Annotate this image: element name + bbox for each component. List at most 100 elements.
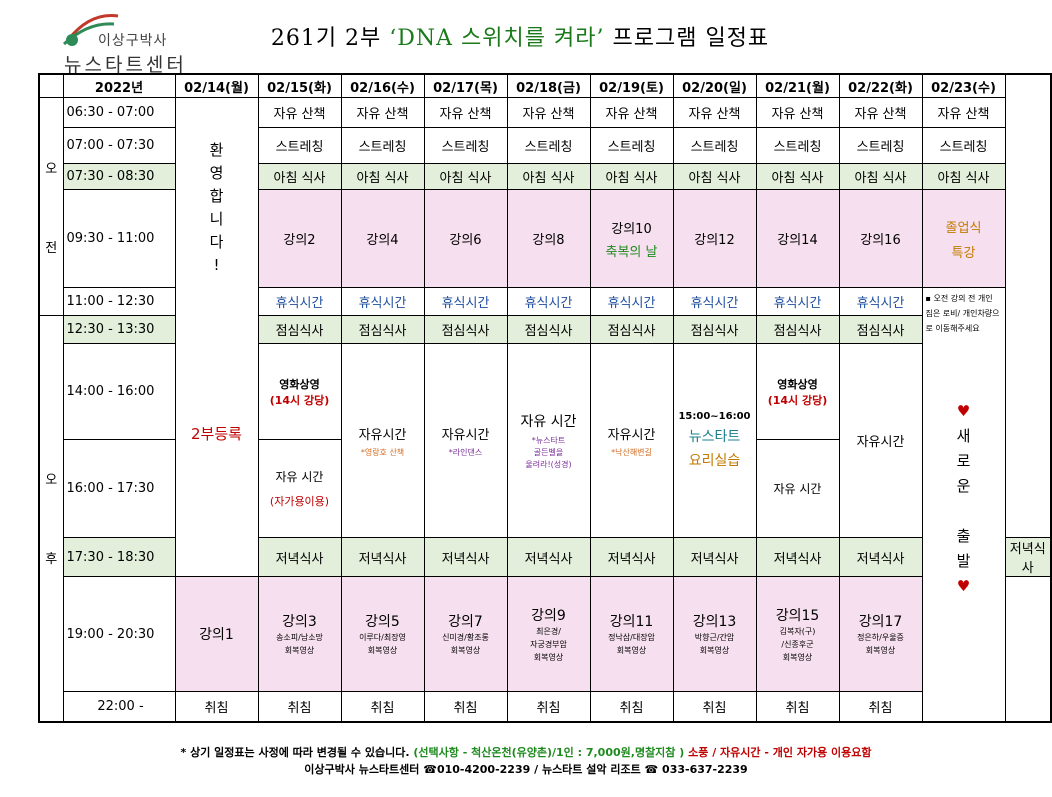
row-rest: 11:00 - 12:30 휴식시간 휴식시간 휴식시간 휴식시간 휴식시간 휴… [39, 287, 1051, 722]
dinner-cell: 저녁식사 [506, 537, 591, 577]
header-row: 2022년 02/14(월) 02/15(화) 02/16(수) 02/17(목… [38, 73, 1051, 98]
walk-cell: 자유 산책 [423, 97, 508, 128]
date-4: 02/18(금) [506, 73, 591, 98]
rest-cell: 휴식시간 [257, 287, 342, 316]
time-1230: 12:30 - 13:30 [62, 315, 176, 344]
time-1600: 16:00 - 17:30 [62, 439, 176, 538]
center-logo: 이상구박사 뉴스타트센터 [60, 10, 210, 76]
title-quote: ‘DNA 스위치를 켜라’ [389, 26, 605, 51]
free-time-cell: 자유 시간 (자가용이용) [257, 439, 342, 538]
date-2: 02/16(수) [340, 73, 425, 98]
lecture-cell: 강의7 신미경/황조롱 회복영상 [423, 576, 508, 692]
footer-line2: 이상구박사 뉴스타트센터 ☎010-4200-2239 / 뉴스타트 설악 리조… [304, 763, 748, 776]
walk-cell: 자유 산책 [506, 97, 591, 128]
lecture-cell: 강의2 [257, 189, 342, 288]
breakfast-cell: 아침 식사 [755, 163, 840, 190]
stretch-cell: 스트레칭 [672, 127, 757, 164]
date-1: 02/15(화) [257, 73, 342, 98]
time-1400: 14:00 - 16:00 [62, 343, 176, 440]
lecture-cell: 강의1 [174, 576, 259, 692]
time-2200: 22:00 - [62, 691, 176, 722]
breakfast-cell: 아침 식사 [589, 163, 674, 190]
rest-cell: 휴식시간 [838, 287, 923, 316]
date-3: 02/17(목) [423, 73, 508, 98]
page-title: 261기 2부 ‘DNA 스위치를 켜라’ 프로그램 일정표 [270, 26, 770, 51]
rest-cell: 휴식시간 [589, 287, 674, 316]
walk-cell: 자유 산책 [838, 97, 923, 128]
stretch-cell: 스트레칭 [921, 127, 1006, 164]
cooking-cell: 15:00~16:00 뉴스타트 요리실습 [672, 343, 757, 538]
register-label: 2부등록 [191, 425, 242, 443]
date-9: 02/23(수) [921, 73, 1006, 98]
sleep-cell: 취침 [838, 691, 923, 722]
lunch-cell: 점심식사 [506, 315, 591, 344]
free-time-cell: 자유 시간 *뉴스타트 골든벨을 울려라!(성경) [506, 343, 591, 538]
lunch-cell: 점심식사 [755, 315, 840, 344]
walk-cell: 자유 산책 [921, 97, 1006, 128]
dinner-cell: 저녁식사 [838, 537, 923, 577]
year-cell: 2022년 [62, 73, 176, 98]
logo-swoosh-icon [62, 14, 119, 46]
time-1900: 19:00 - 20:30 [62, 576, 176, 692]
schedule-table: 2022년 02/14(월) 02/15(화) 02/16(수) 02/17(목… [38, 73, 1052, 723]
logo-line2: 뉴스타트센터 [64, 54, 187, 76]
lecture-cell: 강의16 [838, 189, 923, 288]
stretch-cell: 스트레칭 [838, 127, 923, 164]
row-sleep: 22:00 - 취침 취침 취침 취침 취침 취침 취침 취침 취침 [39, 691, 1051, 722]
lecture-cell: 강의9 최은경/자궁경부암 회복영상 [506, 576, 591, 692]
free-time-cell: 자유시간 *라인댄스 [423, 343, 508, 538]
lecture-cell: 강의11 정낙삼/대장암 회복영상 [589, 576, 674, 692]
sleep-cell: 취침 [340, 691, 425, 722]
lunch-cell: 점심식사 [423, 315, 508, 344]
breakfast-cell: 아침 식사 [423, 163, 508, 190]
movie-cell: 영화상영 (14시 강당) [755, 343, 840, 440]
rest-cell: 휴식시간 [340, 287, 425, 316]
lunch-cell: 점심식사 [838, 315, 923, 344]
walk-cell: 자유 산책 [589, 97, 674, 128]
sleep-cell: 취침 [174, 691, 259, 722]
date-7: 02/21(월) [755, 73, 840, 98]
heart-icon: ♥ [956, 402, 971, 420]
lunch-cell: 점심식사 [340, 315, 425, 344]
time-0730: 07:30 - 08:30 [62, 163, 176, 190]
sleep-cell: 취침 [257, 691, 342, 722]
sleep-cell: 취침 [506, 691, 591, 722]
row-afternoon-2: 16:00 - 17:30 자유 시간 (자가용이용) 자유 시간 [39, 439, 1051, 538]
dinner-cell: 저녁식사 [340, 537, 425, 577]
row-morning-lecture: 09:30 - 11:00 강의2 강의4 강의6 강의8 강의10 축복의 날 … [39, 189, 1051, 288]
time-1730: 17:30 - 18:30 [62, 537, 176, 577]
lecture-cell: 강의13 박향근/간암 회복영상 [672, 576, 757, 692]
row-dinner: 17:30 - 18:30 저녁식사 저녁식사 저녁식사 저녁식사 저녁식사 저… [39, 537, 1052, 577]
logo-line1: 이상구박사 [98, 33, 168, 49]
stretch-cell: 스트레칭 [506, 127, 591, 164]
lecture-cell: 강의3 송소피/남소망 회복영상 [257, 576, 342, 692]
movie-cell: 영화상영 (14시 강당) [257, 343, 342, 440]
date-8: 02/22(화) [838, 73, 923, 98]
sleep-cell: 취침 [423, 691, 508, 722]
stretch-cell: 스트레칭 [257, 127, 342, 164]
rest-cell: 휴식시간 [423, 287, 508, 316]
free-time-cell: 자유시간 [838, 343, 923, 538]
welcome-cell: 환 영 합 니 다! 2부등록 [174, 97, 259, 577]
stretch-cell: 스트레칭 [340, 127, 425, 164]
lecture-cell: 강의15 김복자(구)/신종후군 회복영상 [755, 576, 840, 692]
lunch-cell: 점심식사 [672, 315, 757, 344]
stretch-cell: 스트레칭 [755, 127, 840, 164]
lecture-cell: 강의8 [506, 189, 591, 288]
lunch-cell: 점심식사 [257, 315, 342, 344]
breakfast-cell: 아침 식사 [921, 163, 1006, 190]
special-day-label: 축복의 날 [605, 244, 658, 260]
lecture-cell: 강의6 [423, 189, 508, 288]
dinner-cell: 저녁식사 [672, 537, 757, 577]
date-0: 02/14(월) [174, 73, 259, 98]
dinner-cell: 저녁식사 [755, 537, 840, 577]
walk-cell: 자유 산책 [257, 97, 342, 128]
graduation-cell: 졸업식 특강 [921, 189, 1006, 288]
date-5: 02/19(토) [589, 73, 674, 98]
dinner-cell: 저녁식사 [257, 537, 342, 577]
walk-cell: 자유 산책 [755, 97, 840, 128]
lunch-cell: 점심식사 [589, 315, 674, 344]
notes-cell: ▪ 오전 강의 전 개인 짐은 로비/ 개인차량으로 이동해주세요 ♥ 새 로 … [921, 287, 1006, 722]
lecture-cell: 강의14 [755, 189, 840, 288]
